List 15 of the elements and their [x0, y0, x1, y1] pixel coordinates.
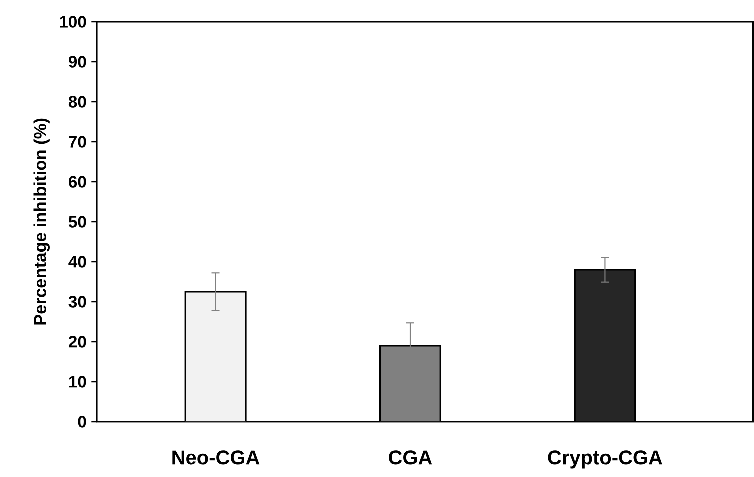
y-tick-label: 40 [68, 256, 86, 268]
y-tick-label: 10 [69, 376, 86, 388]
x-tick-label: CGA [389, 450, 432, 465]
y-tick-label: 80 [68, 96, 86, 108]
y-tick-label: 30 [68, 296, 86, 308]
x-tick-label: Neo-CGA [172, 450, 260, 465]
y-tick-label: 20 [68, 336, 86, 348]
y-tick-label: 0 [78, 416, 86, 428]
y-tick-label: 90 [68, 56, 86, 68]
y-tick-label: 70 [69, 136, 86, 148]
y-axis-title: Percentage inhibition (%) [34, 118, 50, 325]
y-tick-label: 50 [68, 216, 86, 228]
x-tick-label: Crypto-CGA [548, 450, 662, 469]
y-tick-label: 60 [69, 176, 86, 188]
y-tick-label: 100 [60, 16, 86, 28]
